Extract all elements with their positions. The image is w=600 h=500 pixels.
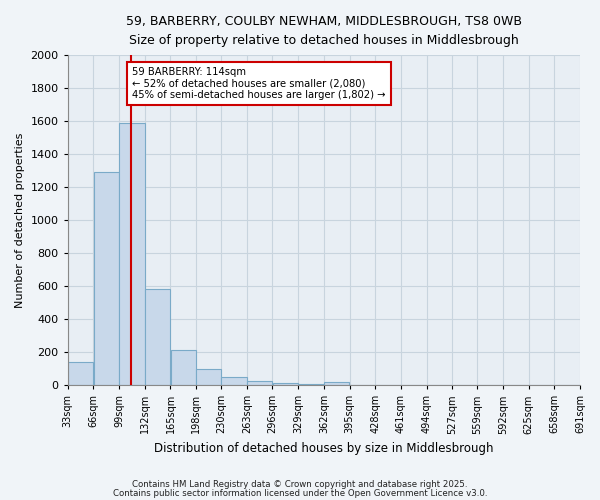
Bar (272, 382, 298, 385)
Text: 59 BARBERRY: 114sqm
← 52% of detached houses are smaller (2,080)
45% of semi-det: 59 BARBERRY: 114sqm ← 52% of detached ho… (133, 66, 386, 100)
Bar (324, 382, 349, 385)
Bar (119, 123, 145, 385)
Bar (298, 384, 323, 385)
Bar (94, 172, 119, 385)
Bar (145, 290, 170, 385)
X-axis label: Distribution of detached houses by size in Middlesbrough: Distribution of detached houses by size … (154, 442, 494, 455)
Bar (196, 368, 221, 385)
Bar (68, 362, 93, 385)
Text: Contains public sector information licensed under the Open Government Licence v3: Contains public sector information licen… (113, 488, 487, 498)
Y-axis label: Number of detached properties: Number of detached properties (15, 132, 25, 308)
Title: 59, BARBERRY, COULBY NEWHAM, MIDDLESBROUGH, TS8 0WB
Size of property relative to: 59, BARBERRY, COULBY NEWHAM, MIDDLESBROU… (126, 15, 522, 47)
Bar (221, 377, 247, 385)
Bar (170, 350, 196, 385)
Bar (247, 381, 272, 385)
Text: Contains HM Land Registry data © Crown copyright and database right 2025.: Contains HM Land Registry data © Crown c… (132, 480, 468, 489)
